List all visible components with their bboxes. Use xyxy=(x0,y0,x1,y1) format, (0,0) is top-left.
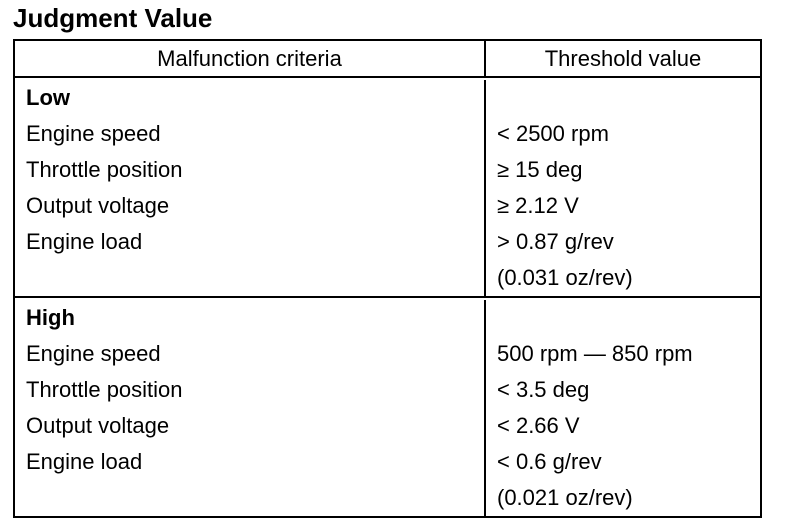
table-header: Malfunction criteria Threshold value xyxy=(15,41,760,78)
table-section: High Engine speed Throttle position Output … xyxy=(15,296,760,516)
criteria-column: High Engine speed Throttle position Output … xyxy=(15,300,486,516)
threshold-cell: (0.021 oz/rev) xyxy=(497,485,633,510)
threshold-column: < 2500 rpm ≥ 15 deg ≥ 2.12 V > 0.87 g/rev (0… xyxy=(486,80,760,296)
spacer xyxy=(497,300,760,336)
threshold-cell: < 2500 rpm xyxy=(497,121,609,146)
threshold-cell: (0.031 oz/rev) xyxy=(497,265,633,290)
criteria-cell: Engine load xyxy=(26,449,143,474)
threshold-cell: < 0.6 g/rev xyxy=(497,449,602,474)
criteria-cell: Output voltage xyxy=(26,413,170,438)
threshold-column: 500 rpm — 850 rpm < 3.5 deg < 2.66 V < 0.6 … xyxy=(486,300,760,516)
criteria-cell: Throttle position xyxy=(26,377,183,402)
criteria-cell: Throttle position xyxy=(26,157,183,182)
spacer xyxy=(497,80,760,116)
threshold-cell: ≥ 2.12 V xyxy=(497,193,579,218)
judgment-table: Malfunction criteria Threshold value Low… xyxy=(13,39,762,518)
threshold-cell: 500 rpm — 850 rpm xyxy=(497,341,693,366)
criteria-column: Low Engine speed Throttle position Output v… xyxy=(15,80,486,296)
column-header: Malfunction criteria xyxy=(15,41,486,76)
column-header: Threshold value xyxy=(544,46,702,71)
spacer xyxy=(26,260,484,289)
criteria-cell: Engine speed xyxy=(26,121,161,146)
threshold-cell: < 3.5 deg xyxy=(497,377,590,402)
section-title: Low xyxy=(26,85,70,110)
table-section: Low Engine speed Throttle position Output v… xyxy=(15,78,760,296)
threshold-cell: < 2.66 V xyxy=(497,413,580,438)
criteria-cell: Engine speed xyxy=(26,341,161,366)
spacer xyxy=(26,480,484,509)
threshold-cell: > 0.87 g/rev xyxy=(497,229,614,254)
threshold-cell: ≥ 15 deg xyxy=(497,157,583,182)
section-title: High xyxy=(26,305,75,330)
criteria-cell: Output voltage xyxy=(26,193,170,218)
criteria-cell: Engine load xyxy=(26,229,143,254)
page-title: Judgment Value xyxy=(13,3,213,33)
